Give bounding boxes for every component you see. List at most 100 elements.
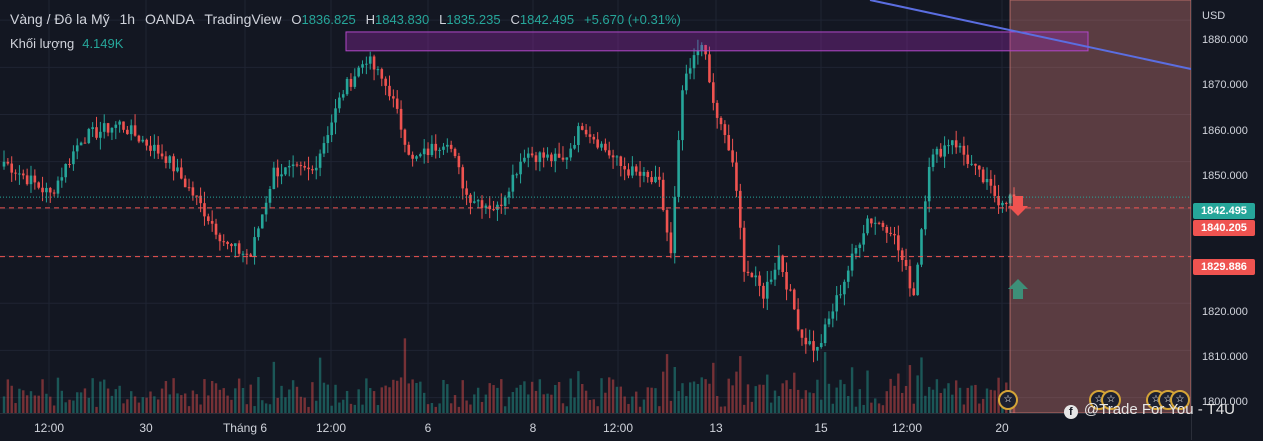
candle-body — [754, 275, 758, 278]
candle-body — [264, 202, 268, 215]
interval-label[interactable]: 1h — [119, 11, 136, 27]
candle-body — [808, 341, 811, 345]
candle-body — [314, 167, 318, 171]
x-tick: Tháng 6 — [222, 421, 268, 435]
candle-body — [180, 167, 183, 179]
candle-body — [1001, 202, 1004, 206]
volume-bar — [183, 393, 187, 413]
candle-body — [870, 218, 873, 224]
volume-bar — [808, 392, 811, 413]
candle-body — [272, 167, 276, 189]
volume-bar — [210, 380, 214, 413]
candle-body — [997, 195, 1000, 206]
chart-plot-area[interactable]: Vàng / Đô la Mỹ 1h OANDA TradingView O18… — [0, 0, 1191, 413]
candle-body — [114, 124, 118, 128]
candle-body — [453, 148, 457, 157]
x-tick: 12:00 — [315, 421, 347, 435]
volume-bar — [654, 388, 657, 413]
price-chart[interactable] — [0, 0, 1191, 413]
candle-body — [480, 200, 484, 208]
volume-bar — [874, 398, 877, 413]
volume-bar — [145, 397, 148, 413]
candle-body — [218, 234, 222, 242]
volume-bar — [970, 385, 973, 413]
volume-bar — [954, 380, 958, 413]
volume-bar — [823, 352, 827, 413]
open-label: O — [291, 12, 302, 27]
candle-body — [908, 266, 912, 289]
candle-body — [738, 190, 742, 228]
x-tick: 15 — [814, 421, 828, 435]
low-value: 1835.235 — [446, 12, 501, 27]
volume-bar — [650, 387, 653, 413]
volume-bar — [322, 382, 326, 413]
candle-body — [345, 78, 349, 95]
candle-body — [48, 187, 52, 193]
candle-body — [712, 82, 715, 103]
candle-body — [102, 123, 106, 132]
volume-bar — [677, 391, 680, 413]
volume-bar — [901, 392, 904, 413]
candle-body — [569, 148, 572, 158]
volume-bar — [943, 388, 946, 413]
volume-value: 4.149K — [82, 36, 124, 51]
volume-legend[interactable]: Khối lượng 4.149K — [10, 36, 123, 51]
candle-body — [723, 124, 727, 136]
candle-body — [758, 275, 761, 286]
candlesticks — [2, 39, 1016, 363]
symbol-name[interactable]: Vàng / Đô la Mỹ — [10, 11, 110, 27]
volume-bar — [388, 387, 391, 413]
candle-body — [10, 163, 14, 173]
volume-bar — [939, 392, 942, 413]
time-axis[interactable]: 12:00 30 Tháng 6 12:00 6 8 12:00 13 15 1… — [0, 413, 1191, 441]
volume-bar — [311, 382, 314, 413]
candle-body — [889, 232, 892, 234]
candle-body — [203, 203, 206, 217]
candle-body — [276, 167, 280, 177]
candle-body — [1004, 202, 1008, 204]
candle-body — [469, 194, 472, 203]
candle-body — [41, 187, 44, 193]
candle-body — [473, 201, 476, 203]
volume-label: Khối lượng — [10, 36, 75, 51]
candle-body — [245, 253, 249, 255]
volume-bar — [492, 385, 495, 413]
volume-bar — [29, 391, 33, 413]
volume-bar — [315, 400, 318, 413]
candle-body — [372, 56, 376, 70]
candle-body — [831, 311, 835, 319]
volume-bar — [18, 388, 21, 413]
candle-body — [800, 329, 804, 338]
candle-body — [257, 228, 260, 238]
volume-bar — [866, 370, 869, 413]
volume-bar — [288, 389, 291, 413]
candle-body — [924, 201, 927, 230]
us-flag-icon[interactable]: ☆ — [1170, 390, 1190, 410]
candle-body — [484, 205, 488, 208]
volume-bar — [110, 395, 114, 413]
volume-bar — [893, 385, 896, 413]
volume-bar — [430, 402, 434, 413]
candle-body — [303, 166, 306, 168]
volume-bar — [581, 383, 584, 413]
candle-body — [415, 156, 418, 159]
volume-bar — [469, 404, 472, 413]
volume-bar — [237, 378, 241, 413]
volume-bar — [160, 388, 164, 413]
candle-body — [507, 191, 511, 198]
us-flag-icon[interactable]: ☆ — [1101, 390, 1121, 410]
candle-body — [357, 67, 360, 77]
x-tick: 12:00 — [602, 421, 634, 435]
us-flag-icon[interactable]: ☆ — [998, 390, 1018, 410]
volume-bar — [291, 380, 295, 413]
volume-bar — [862, 404, 865, 413]
candle-body — [700, 45, 704, 51]
volume-bar — [557, 382, 561, 413]
volume-bar — [49, 396, 52, 413]
candle-body — [2, 161, 6, 167]
volume-bar — [519, 384, 522, 413]
y-tick: 1850.000 — [1202, 170, 1248, 182]
volume-bar — [473, 394, 476, 413]
price-axis[interactable]: USD 1880.000 1870.000 1860.000 1850.000 … — [1191, 0, 1263, 440]
volume-bar — [369, 388, 372, 413]
